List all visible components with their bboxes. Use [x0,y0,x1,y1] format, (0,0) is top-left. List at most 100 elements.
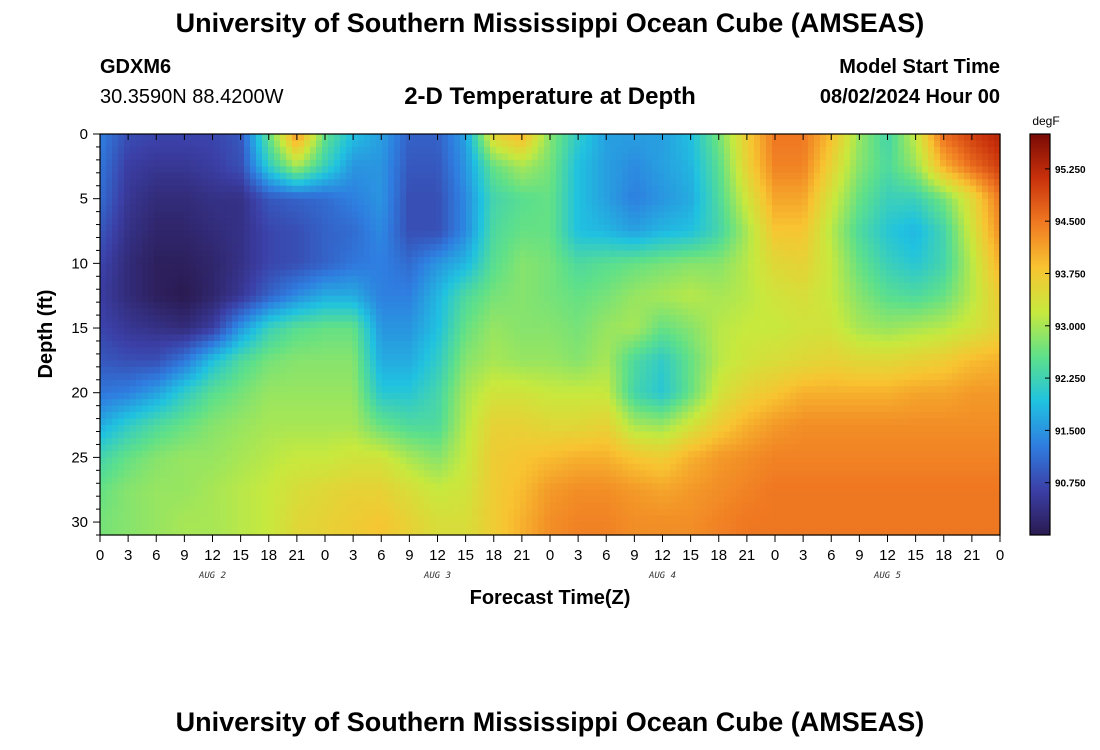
heatmap-cell [994,205,1001,213]
heatmap-cell [844,256,851,264]
heatmap-cell [472,302,479,310]
heatmap-cell [988,263,995,271]
heatmap-cell [202,153,209,161]
heatmap-cell [352,263,359,271]
heatmap-cell [616,334,623,342]
heatmap-cell [844,218,851,226]
heatmap-cell [136,269,143,277]
heatmap-cell [514,153,521,161]
heatmap-cell [172,295,179,303]
heatmap-cell [262,334,269,342]
heatmap-cell [238,166,245,174]
heatmap-cell [106,243,113,252]
heatmap-cell [670,153,677,161]
heatmap-cell [760,166,767,174]
heatmap-cell [118,166,125,174]
heatmap-cell [580,302,587,310]
heatmap-cell [736,140,743,148]
heatmap-cell [364,218,371,226]
heatmap-cell [988,334,995,342]
heatmap-cell [838,224,845,232]
heatmap-cell [334,269,341,277]
heatmap-cell [280,140,287,148]
heatmap-cell [412,153,419,161]
heatmap-cell [646,263,653,271]
heatmap-cell [898,192,905,200]
heatmap-cell [772,282,779,290]
heatmap-cell [970,205,977,213]
heatmap-cell [310,315,317,323]
heatmap-cell [766,250,773,258]
heatmap-cell [430,192,437,200]
heatmap-cell [952,282,959,290]
heatmap-cell [112,347,119,355]
heatmap-cell [820,231,827,239]
heatmap-cell [412,218,419,226]
heatmap-cell [478,179,485,187]
heatmap-cell [202,140,209,148]
heatmap-cell [370,224,377,232]
heatmap-cell [208,140,215,148]
heatmap-cell [388,205,395,213]
heatmap-cell [610,166,617,174]
heatmap-cell [658,211,665,219]
heatmap-cell [460,237,467,245]
heatmap-cell [934,153,941,161]
heatmap-cell [520,211,527,219]
heatmap-cell [784,243,791,252]
heatmap-cell [376,295,383,303]
heatmap-cell [622,231,629,239]
heatmap-cell [514,231,521,239]
heatmap-cell [454,153,461,161]
heatmap-cell [418,237,425,245]
heatmap-cell [958,218,965,226]
heatmap-cell [574,224,581,232]
station-coordinates: 30.3590N 88.4200W [100,86,284,108]
heatmap-cell [274,179,281,187]
heatmap-cell [946,198,953,206]
heatmap-cell [826,263,833,271]
heatmap-cell [730,185,737,193]
heatmap-cell [994,153,1001,161]
heatmap-cell [112,166,119,174]
heatmap-cell [748,172,755,180]
heatmap-cell [718,205,725,213]
heatmap-cell [478,263,485,271]
heatmap-cell [250,134,257,142]
heatmap-cell [178,302,185,310]
heatmap-cell [574,315,581,323]
heatmap-cell [448,185,455,193]
heatmap-cell [736,302,743,310]
heatmap-cell [820,340,827,349]
heatmap-cell [874,185,881,193]
heatmap-cell [634,159,641,167]
heatmap-cell [976,308,983,316]
heatmap-cell [226,269,233,277]
heatmap-cell [976,211,983,219]
heatmap-cell [280,166,287,174]
heatmap-cell [994,185,1001,193]
heatmap-cell [268,146,275,155]
heatmap-cell [826,328,833,336]
heatmap-cell [604,302,611,310]
heatmap-cell [994,146,1001,155]
heatmap-cell [304,295,311,303]
heatmap-cell [256,134,263,142]
heatmap-cell [358,243,365,252]
heatmap-cell [172,237,179,245]
heatmap-cell [994,172,1001,180]
heatmap-cell [220,172,227,180]
heatmap-cell [934,340,941,349]
heatmap-cell [514,237,521,245]
heatmap-cell [622,315,629,323]
heatmap-cell [172,263,179,271]
heatmap-cell [838,308,845,316]
heatmap-cell [250,166,257,174]
heatmap-cell [958,192,965,200]
heatmap-cell [172,334,179,342]
heatmap-cell [766,289,773,297]
heatmap-cell [508,231,515,239]
heatmap-cell [418,321,425,329]
heatmap-cell [430,224,437,232]
heatmap-cell [562,205,569,213]
